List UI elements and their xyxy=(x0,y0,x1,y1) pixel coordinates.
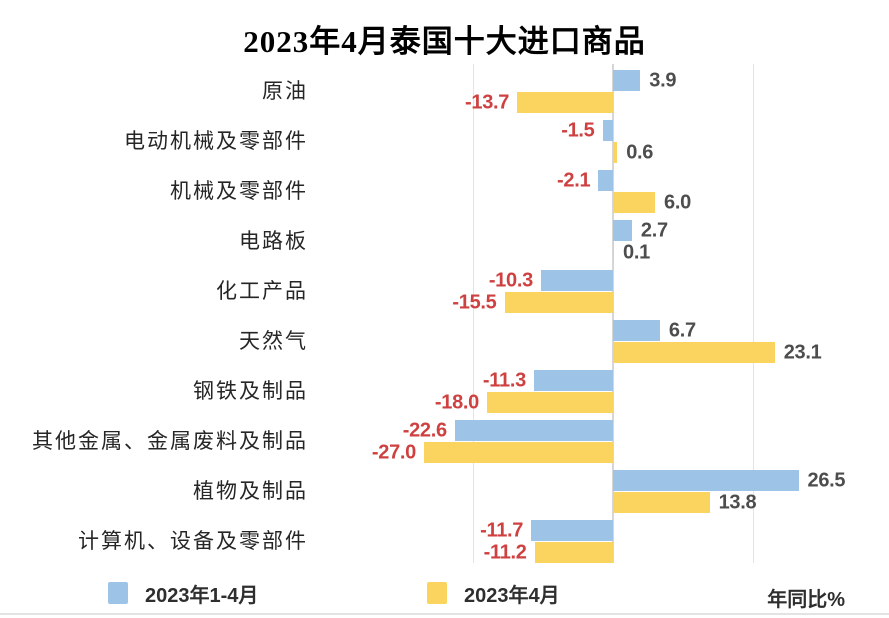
value-label: -11.7 xyxy=(480,519,524,541)
bar-april xyxy=(487,392,613,413)
category-label: 机械及零部件 xyxy=(170,179,308,203)
bar-april xyxy=(613,142,618,163)
value-label: -13.7 xyxy=(465,91,510,113)
legend-swatch-yellow xyxy=(427,582,447,604)
bar-april xyxy=(517,92,613,113)
category-label: 钢铁及制品 xyxy=(193,379,308,403)
bar-period-1-4 xyxy=(540,270,613,291)
bar-april xyxy=(613,242,614,263)
bar-april xyxy=(424,442,613,463)
value-label: -18.0 xyxy=(434,391,479,413)
bar-april xyxy=(613,192,655,213)
legend-item-2023-4: 2023年4月 xyxy=(427,581,560,607)
category-label: 化工产品 xyxy=(216,279,308,303)
value-label: 26.5 xyxy=(807,469,846,491)
bar-period-1-4 xyxy=(613,70,641,91)
bar-period-1-4 xyxy=(613,470,799,491)
bar-april xyxy=(613,492,710,513)
bar-period-1-4 xyxy=(613,320,660,341)
value-label: 13.8 xyxy=(718,491,757,513)
value-label: -15.5 xyxy=(452,291,497,313)
category-label: 原油 xyxy=(262,79,308,103)
category-label: 电动机械及零部件 xyxy=(124,129,308,153)
category-label: 电路板 xyxy=(239,229,308,253)
category-label: 天然气 xyxy=(239,329,308,353)
value-label: 0.1 xyxy=(623,241,650,263)
chart-title: 2023年4月泰国十大进口商品 xyxy=(243,24,646,59)
value-label: 6.0 xyxy=(664,191,691,213)
zero-axis-line xyxy=(612,64,614,563)
bar-april xyxy=(504,292,613,313)
legend-item-2023-1-4: 2023年1-4月 xyxy=(108,581,259,607)
legend-label-blue: 2023年1-4月 xyxy=(145,584,259,607)
value-label: 3.9 xyxy=(649,69,677,91)
value-label: 2.7 xyxy=(640,219,668,241)
value-label: -27.0 xyxy=(371,441,416,463)
bar-april xyxy=(534,542,613,563)
bottom-divider xyxy=(0,613,889,615)
gridline xyxy=(473,64,474,563)
value-label: -1.5 xyxy=(561,119,595,141)
value-label: 0.6 xyxy=(626,141,654,163)
bar-period-1-4 xyxy=(598,170,613,191)
value-label: -22.6 xyxy=(402,419,447,441)
legend-swatch-blue xyxy=(108,582,128,604)
category-label: 植物及制品 xyxy=(193,479,308,503)
bar-period-1-4 xyxy=(533,370,613,391)
value-label: -11.2 xyxy=(483,541,527,563)
category-label: 其他金属、金属废料及制品 xyxy=(32,429,308,453)
legend-label-yellow: 2023年4月 xyxy=(464,584,560,607)
bar-period-1-4 xyxy=(531,520,613,541)
category-label: 计算机、设备及零部件 xyxy=(78,529,308,553)
bar-april xyxy=(613,342,775,363)
value-label: -10.3 xyxy=(488,269,533,291)
gridline xyxy=(753,64,754,563)
bar-period-1-4 xyxy=(454,420,613,441)
axis-unit-label: 年同比% xyxy=(767,589,845,611)
value-label: -2.1 xyxy=(557,169,591,191)
value-label: -11.3 xyxy=(482,369,526,391)
bar-period-1-4 xyxy=(602,120,613,141)
value-label: 6.7 xyxy=(668,319,696,341)
value-label: 23.1 xyxy=(783,341,822,363)
bar-period-1-4 xyxy=(613,220,632,241)
